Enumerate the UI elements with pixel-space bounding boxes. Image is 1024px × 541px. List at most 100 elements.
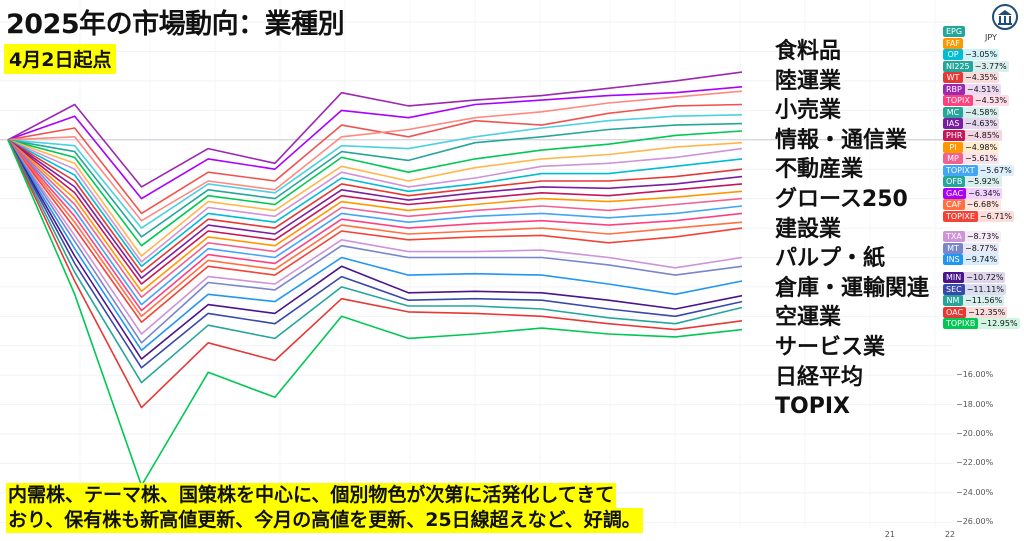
legend-code: TXA — [943, 231, 965, 243]
legend-value: −4.35% — [965, 73, 998, 83]
legend-tag: MP −5.61% — [943, 153, 1000, 165]
legend-tag: PHR −4.85% — [943, 129, 1002, 141]
legend-code: GAC — [943, 187, 967, 199]
legend-code: EPG — [943, 26, 966, 37]
series-line — [7, 139, 743, 487]
series-line — [7, 139, 743, 335]
legend-code: MIN — [943, 272, 965, 283]
series-line — [7, 71, 743, 188]
sector-list-item: 空運業 — [775, 305, 842, 331]
series-line — [7, 139, 743, 299]
legend-tag: IAS −4.63% — [943, 118, 1000, 130]
legend-value: −4.98% — [965, 142, 998, 152]
legend-tag: OFB −5.92% — [943, 176, 1002, 188]
series-group — [7, 71, 743, 487]
legend-code: TOPIXB — [943, 318, 979, 330]
series-line — [7, 139, 743, 257]
series-line — [7, 139, 743, 324]
sector-list-item: 陸運業 — [775, 68, 842, 94]
legend-value: −5.92% — [967, 177, 1000, 187]
legend-tag: RBP −4.51% — [943, 83, 1001, 95]
legend-tag: FAF — [943, 37, 963, 49]
legend-tag: MC −4.58% — [943, 106, 1000, 118]
sector-list-item: 日経平均 — [775, 364, 864, 390]
legend-value: −4.85% — [967, 130, 1000, 140]
legend-code: WT — [943, 72, 963, 84]
sector-list-item: 不動産業 — [775, 157, 864, 183]
legend-tag: NM −11.56% — [943, 295, 1005, 307]
x-tick-label: 21 — [884, 530, 895, 539]
legend-tag: SEC −11.11% — [943, 283, 1006, 295]
x-tick-label: 22 — [944, 530, 956, 539]
series-line — [7, 139, 743, 306]
series-line — [7, 139, 743, 312]
legend-value: −4.51% — [966, 84, 999, 94]
sector-list-item: グロース250 — [775, 186, 908, 212]
y-tick-label: −22.00% — [956, 458, 994, 468]
chart-title: 2025年の市場動向：業種別 — [6, 9, 345, 40]
legend-value: −12.35% — [968, 307, 1006, 317]
legend-code: SEC — [943, 283, 965, 295]
legend-code: TOPIXT — [943, 164, 978, 176]
legend-code: MC — [943, 106, 963, 118]
legend-tag: CAF −6.68% — [943, 199, 1001, 211]
caption-line: 内需株、テーマ株、国策株を中心に、個別物色が次第に活発化してきて — [6, 483, 617, 508]
sector-list-item: 食料品 — [775, 39, 842, 64]
series-line — [7, 114, 743, 229]
legend-tag: MIN −10.72% — [943, 272, 1006, 283]
sector-list: 食料品 陸運業 小売業 情報・通信業 不動産業 グロース250 建設業 パルプ・紙 倉庫・運輸関… — [775, 37, 955, 422]
legend-tag: WT −4.35% — [943, 72, 1000, 84]
legend-code: TOPIX — [943, 95, 973, 107]
y-tick-label: −20.00% — [956, 429, 994, 439]
legend-value: −9.74% — [965, 255, 998, 265]
sector-list-item: TOPIX — [775, 394, 850, 420]
legend-tag: GAC −6.34% — [943, 187, 1003, 199]
currency-label: JPY — [985, 33, 997, 42]
sector-list-item: 建設業 — [775, 216, 842, 242]
y-tick-label: −24.00% — [956, 487, 994, 497]
legend-value: −3.77% — [974, 61, 1007, 71]
gridlines — [0, 0, 952, 528]
series-line — [7, 139, 743, 360]
series-line — [7, 139, 743, 344]
legend-value: −11.56% — [965, 296, 1003, 306]
legend-value: −12.95% — [980, 319, 1018, 329]
legend-value: −3.05% — [965, 50, 998, 60]
legend-code: NI225 — [943, 60, 973, 72]
sector-list-item: 情報・通信業 — [775, 127, 908, 153]
legend-tag: MT −8.77% — [943, 242, 1000, 254]
series-line — [7, 130, 743, 247]
y-tick-label: −16.00% — [956, 370, 994, 380]
bank-building-icon — [992, 4, 1018, 30]
legend-value: −4.58% — [965, 107, 998, 117]
series-line — [7, 139, 743, 263]
legend-value: −6.71% — [979, 211, 1013, 221]
legend-code: OFB — [943, 176, 966, 188]
sector-list-item: サービス業 — [775, 334, 886, 360]
legend-tag: TOPIXB −12.95% — [943, 318, 1020, 330]
legend-code: TOPIXE — [943, 210, 978, 222]
legend-tag: PI −4.98% — [943, 141, 1000, 153]
legend-tag: TOPIXE −6.71% — [943, 210, 1015, 222]
legend-code: PI — [943, 141, 963, 153]
legend-code: RBP — [943, 83, 965, 95]
legend-code: OP — [943, 49, 963, 61]
legend-value: −5.67% — [979, 165, 1012, 175]
legend-tag: INS −9.74% — [943, 254, 1000, 266]
legend-value: −5.61% — [965, 154, 998, 164]
legend-value: −11.11% — [966, 284, 1004, 294]
legend-tag: NI225 −3.77% — [943, 60, 1009, 72]
series-line — [7, 139, 743, 369]
sector-list-item: 倉庫・運輸関連 — [775, 275, 930, 301]
legend-tag: TOPIXT −5.67% — [943, 164, 1014, 176]
series-line — [7, 139, 743, 318]
legend-tag: EPG — [943, 26, 966, 37]
legend-value: −10.72% — [966, 273, 1004, 282]
series-line — [7, 139, 743, 268]
series-line — [7, 139, 743, 409]
legend-code: NM — [943, 295, 963, 307]
legend-tag: TXA −8.73% — [943, 231, 1001, 243]
legend-code: MP — [943, 153, 963, 165]
legend-code: CAF — [943, 199, 965, 211]
legend-value: −8.77% — [965, 243, 998, 253]
